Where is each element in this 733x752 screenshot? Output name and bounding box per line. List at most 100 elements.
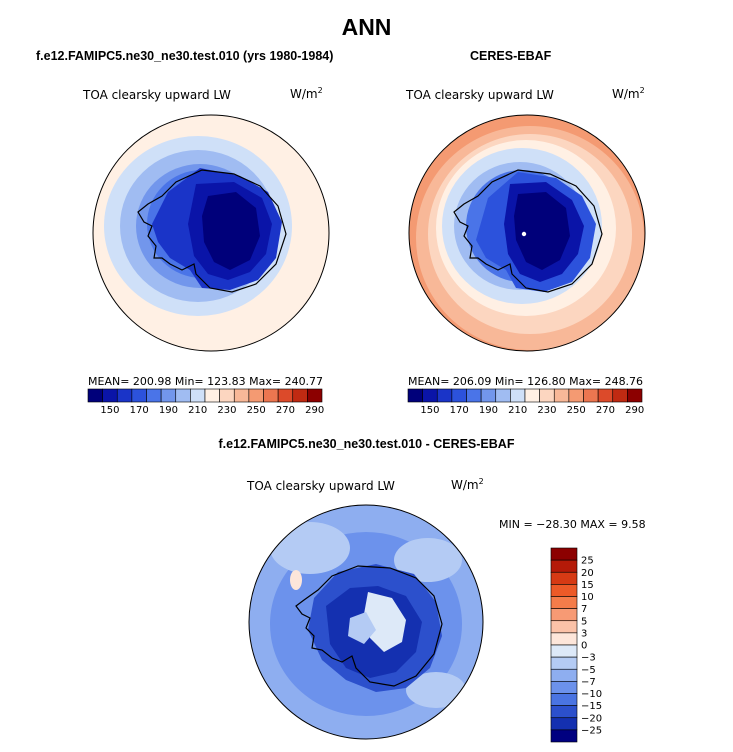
obs-stats: MEAN= 206.09 Min= 126.80 Max= 248.76 xyxy=(408,375,644,388)
diff-antarctica-coastline xyxy=(295,565,443,687)
model-colorbar-box xyxy=(175,388,191,403)
obs-colorbar-box xyxy=(597,388,614,403)
model-stats: MEAN= 200.98 Min= 123.83 Max= 240.77 xyxy=(88,375,324,388)
obs-colorbar-box xyxy=(407,388,423,403)
model-colorbar-label: 170 xyxy=(130,405,149,416)
model-colorbar-box xyxy=(307,388,323,403)
diff-colorbar-box xyxy=(550,668,578,682)
diff-colorbar-label: −10 xyxy=(581,689,602,700)
model-colorbar-box xyxy=(87,388,103,403)
obs-colorbar-label: 210 xyxy=(508,405,527,416)
obs-colorbar-box xyxy=(495,388,511,403)
diff-colorbar-box xyxy=(550,729,578,743)
diff-colorbar-label: 0 xyxy=(581,641,587,652)
diff-field-band-n3 xyxy=(348,612,376,644)
obs-colorbar-box xyxy=(539,388,555,403)
obs-field-max-dot xyxy=(521,231,527,237)
diff-colorbar-box xyxy=(550,717,578,731)
diff-colorbar-box xyxy=(550,656,578,670)
diff-units-label: W/m2 xyxy=(451,477,484,492)
obs-units-label: W/m2 xyxy=(612,86,645,101)
obs-colorbar-box xyxy=(612,388,628,403)
diff-colorbar-label: −15 xyxy=(581,701,602,712)
diff-colorbar-label: −25 xyxy=(581,725,602,736)
model-colorbar-box xyxy=(102,388,118,403)
obs-polar-map xyxy=(408,114,646,352)
diff-colorbar-box xyxy=(550,608,578,622)
diff-colorbar-label: 3 xyxy=(581,628,587,639)
obs-colorbar-label: 250 xyxy=(567,405,586,416)
diff-colorbar-label: 10 xyxy=(581,592,594,603)
model-colorbar-label: 270 xyxy=(276,405,295,416)
diff-panel-title: f.e12.FAMIPC5.ne30_ne30.test.010 - CERES… xyxy=(218,437,515,451)
obs-colorbar-label: 290 xyxy=(625,405,644,416)
model-units-label: W/m2 xyxy=(290,86,323,101)
model-colorbar-box xyxy=(277,388,294,403)
obs-colorbar-box xyxy=(553,388,570,403)
obs-colorbar: 150 170 190 210 230 250 270 290 xyxy=(407,388,644,416)
obs-colorbar-box xyxy=(451,388,467,403)
model-colorbar-box xyxy=(146,388,162,403)
diff-colorbar-label: 5 xyxy=(581,616,587,627)
obs-colorbar-box xyxy=(583,388,599,403)
diff-colorbar-box xyxy=(550,693,578,706)
diff-colorbar-label: −3 xyxy=(581,653,596,664)
model-colorbar-box xyxy=(248,388,264,403)
diff-colorbar-label: 7 xyxy=(581,604,587,615)
obs-colorbar-box xyxy=(627,388,643,403)
model-colorbar-label: 290 xyxy=(305,405,324,416)
model-colorbar-box xyxy=(263,388,279,403)
model-colorbar-box xyxy=(190,388,206,403)
diff-colorbar-box xyxy=(550,559,578,573)
obs-panel-title: CERES-EBAF xyxy=(470,49,552,63)
obs-colorbar-box xyxy=(436,388,453,403)
model-colorbar-box xyxy=(219,388,235,403)
diff-colorbar-label: 20 xyxy=(581,568,594,579)
diff-polar-map xyxy=(248,504,484,740)
diff-colorbar-box xyxy=(550,547,578,561)
obs-map-border xyxy=(408,114,646,352)
model-variable-label: TOA clearsky upward LW xyxy=(83,88,231,102)
obs-colorbar-box xyxy=(480,388,497,403)
model-colorbar-box xyxy=(116,388,133,403)
diff-field-band-n5 xyxy=(270,522,350,574)
model-colorbar-box xyxy=(131,388,147,403)
diff-colorbar-box xyxy=(550,705,578,719)
diff-colorbar-label: −7 xyxy=(581,677,596,688)
model-colorbar-label: 190 xyxy=(159,405,178,416)
diff-colorbar-box xyxy=(550,596,578,609)
model-panel-title: f.e12.FAMIPC5.ne30_ne30.test.010 (yrs 19… xyxy=(36,49,334,63)
model-colorbar-label: 230 xyxy=(217,405,236,416)
obs-colorbar-box xyxy=(524,388,540,403)
diff-colorbar-label: 15 xyxy=(581,580,594,591)
obs-field-band-140 xyxy=(514,192,570,270)
diff-colorbar-box xyxy=(550,584,578,597)
model-colorbar-label: 150 xyxy=(100,405,119,416)
diff-colorbar-label: −20 xyxy=(581,713,602,724)
diff-colorbar-box xyxy=(550,644,578,658)
model-colorbar-label: 210 xyxy=(188,405,207,416)
diff-colorbar-box xyxy=(550,681,578,694)
obs-colorbar-label: 150 xyxy=(420,405,439,416)
model-colorbar-box xyxy=(292,388,308,403)
model-antarctica-coastline xyxy=(137,169,287,293)
model-map-border xyxy=(92,114,330,352)
obs-variable-label: TOA clearsky upward LW xyxy=(406,88,554,102)
diff-map-border xyxy=(248,504,484,740)
diff-colorbar-box xyxy=(550,571,578,585)
diff-field-band-zero xyxy=(364,592,406,652)
model-colorbar: 150 170 190 210 230 250 270 290 xyxy=(87,388,324,416)
diff-colorbar-box xyxy=(550,632,578,646)
model-colorbar-box xyxy=(233,388,250,403)
diff-stats: MIN = −28.30 MAX = 9.58 xyxy=(499,518,646,531)
model-colorbar-box xyxy=(204,388,220,403)
obs-colorbar-box xyxy=(422,388,438,403)
diff-field-band-n5-south xyxy=(406,672,466,708)
model-colorbar-label: 250 xyxy=(247,405,266,416)
main-title: ANN xyxy=(341,14,392,40)
model-field-band-140 xyxy=(202,192,260,270)
obs-colorbar-label: 190 xyxy=(479,405,498,416)
model-colorbar-box xyxy=(160,388,177,403)
obs-colorbar-label: 230 xyxy=(537,405,556,416)
